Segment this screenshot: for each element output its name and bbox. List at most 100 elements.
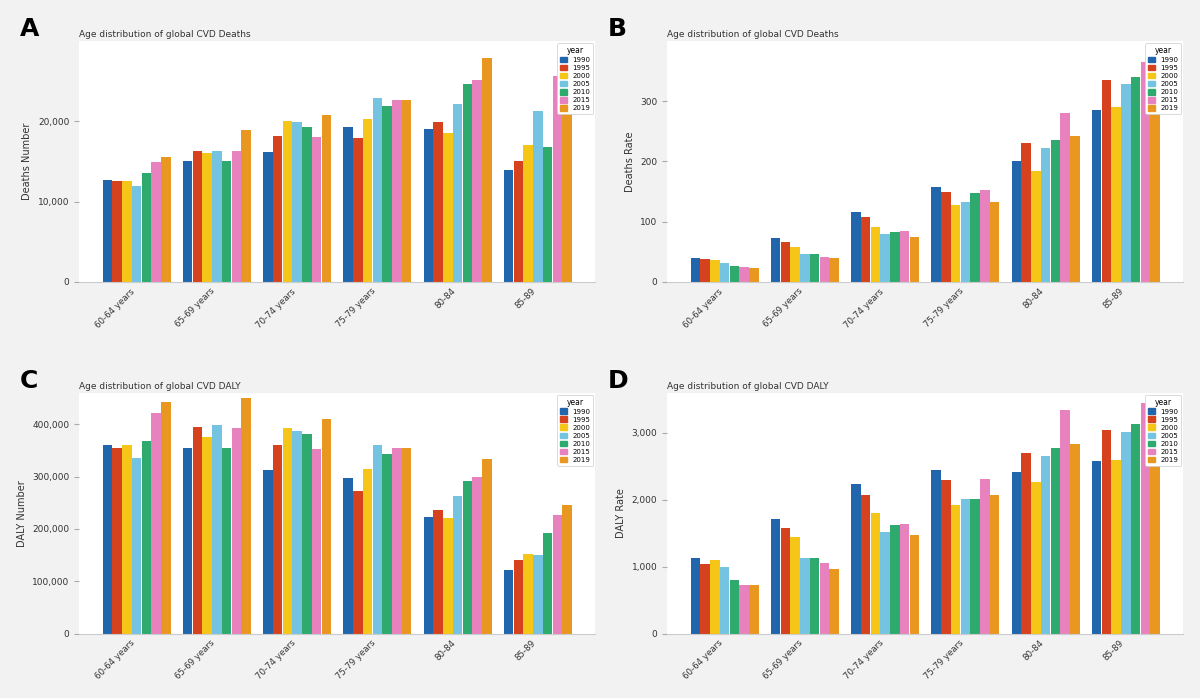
Bar xyxy=(781,528,790,634)
Bar xyxy=(161,402,170,634)
Bar xyxy=(1151,445,1160,634)
Y-axis label: Deaths Number: Deaths Number xyxy=(23,123,32,200)
Bar xyxy=(941,480,950,634)
Bar xyxy=(182,448,192,634)
Bar xyxy=(730,266,739,282)
Bar xyxy=(851,212,860,282)
Bar xyxy=(193,151,202,282)
Bar xyxy=(1140,62,1150,282)
Bar xyxy=(881,235,890,282)
Bar xyxy=(424,517,433,634)
Bar xyxy=(424,128,433,282)
Bar xyxy=(881,532,890,634)
Bar xyxy=(353,491,362,634)
Bar xyxy=(1012,161,1021,282)
Bar xyxy=(293,431,302,634)
Bar xyxy=(739,586,749,634)
Bar xyxy=(971,193,980,282)
Bar xyxy=(161,156,170,282)
Bar xyxy=(232,151,241,282)
Bar xyxy=(443,519,452,634)
Bar xyxy=(820,563,829,634)
Bar xyxy=(1111,107,1121,282)
Bar xyxy=(462,84,472,282)
Legend: 1990, 1995, 2000, 2005, 2010, 2015, 2019: 1990, 1995, 2000, 2005, 2010, 2015, 2019 xyxy=(557,395,593,466)
Bar xyxy=(860,495,870,634)
Bar xyxy=(283,428,292,634)
Bar xyxy=(523,554,533,634)
Bar xyxy=(373,98,382,282)
Bar xyxy=(473,477,482,634)
Bar xyxy=(283,121,292,282)
Bar xyxy=(312,450,322,634)
Text: D: D xyxy=(608,369,629,393)
Bar xyxy=(1031,482,1040,634)
Bar xyxy=(800,558,810,634)
Bar xyxy=(749,268,758,282)
Bar xyxy=(452,496,462,634)
Bar xyxy=(151,413,161,634)
Bar xyxy=(701,259,710,282)
Bar xyxy=(272,445,282,634)
Bar xyxy=(1061,410,1070,634)
Bar xyxy=(504,170,514,282)
Bar xyxy=(1092,461,1102,634)
Bar xyxy=(103,180,113,282)
Bar xyxy=(820,257,829,282)
Bar xyxy=(871,513,880,634)
Bar xyxy=(193,427,202,634)
Bar xyxy=(1130,77,1140,282)
Bar xyxy=(293,122,302,282)
Bar xyxy=(433,510,443,634)
Bar xyxy=(1050,140,1060,282)
Bar xyxy=(1121,84,1130,282)
Bar xyxy=(452,105,462,282)
Bar xyxy=(701,564,710,634)
Bar xyxy=(212,425,222,634)
Bar xyxy=(113,181,122,282)
Legend: 1990, 1995, 2000, 2005, 2010, 2015, 2019: 1990, 1995, 2000, 2005, 2010, 2015, 2019 xyxy=(1145,43,1181,114)
Bar xyxy=(1102,80,1111,282)
Bar xyxy=(302,127,312,282)
Bar xyxy=(151,162,161,282)
Bar xyxy=(212,151,222,282)
Bar xyxy=(990,202,1000,282)
Bar xyxy=(1130,424,1140,634)
Bar xyxy=(980,479,990,634)
Bar xyxy=(1140,403,1150,634)
Bar xyxy=(730,580,739,634)
Bar xyxy=(1151,94,1160,282)
Bar xyxy=(142,172,151,282)
Bar xyxy=(514,560,523,634)
Bar xyxy=(980,191,990,282)
Bar xyxy=(362,119,372,282)
Bar xyxy=(1031,171,1040,282)
Bar xyxy=(523,144,533,282)
Bar xyxy=(871,227,880,282)
Bar xyxy=(113,448,122,634)
Y-axis label: Deaths Rate: Deaths Rate xyxy=(625,131,635,192)
Bar xyxy=(263,152,272,282)
Bar xyxy=(710,260,720,282)
Bar xyxy=(263,470,272,634)
Bar xyxy=(1040,148,1050,282)
Bar xyxy=(132,186,142,282)
Bar xyxy=(1021,143,1031,282)
Bar xyxy=(122,181,132,282)
Bar xyxy=(563,505,572,634)
Bar xyxy=(552,76,562,282)
Bar xyxy=(1050,448,1060,634)
Bar xyxy=(739,267,749,282)
Bar xyxy=(272,136,282,282)
Bar xyxy=(222,161,232,282)
Bar xyxy=(941,192,950,282)
Bar xyxy=(1070,444,1080,634)
Bar xyxy=(791,537,800,634)
Bar xyxy=(1040,456,1050,634)
Bar xyxy=(203,437,212,634)
Text: A: A xyxy=(20,17,40,41)
Bar xyxy=(770,519,780,634)
Bar xyxy=(302,433,312,634)
Bar xyxy=(950,205,960,282)
Bar xyxy=(971,499,980,634)
